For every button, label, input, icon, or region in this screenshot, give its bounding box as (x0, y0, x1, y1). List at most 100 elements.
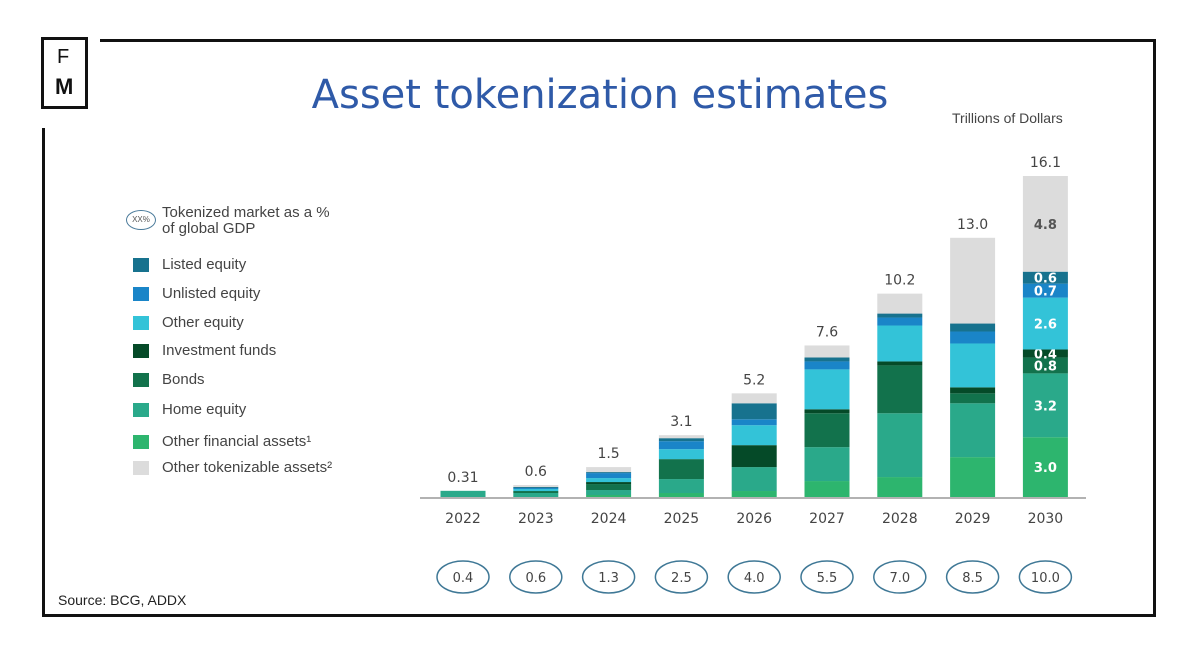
total-label: 10.2 (884, 273, 915, 289)
bar-segment (804, 413, 850, 448)
bar-segment (1022, 176, 1068, 272)
bar-segment (586, 467, 632, 473)
bar-segment (731, 393, 777, 404)
bar-segment (950, 457, 996, 497)
total-label: 1.5 (597, 446, 619, 462)
legend-label: Other equity (162, 314, 244, 331)
gdp-percent-label: 2.5 (671, 571, 692, 586)
bar-segment (804, 357, 850, 362)
bar-segment (877, 313, 923, 318)
x-tick-label: 2030 (1028, 511, 1064, 527)
frame-bottom-border (42, 614, 1156, 617)
bar-segment (731, 425, 777, 446)
bar-segment (1022, 357, 1068, 374)
gdp-percent-label: 10.0 (1031, 571, 1060, 586)
bar-segment (513, 491, 559, 494)
x-tick-label: 2028 (882, 511, 918, 527)
bar-segment (586, 490, 632, 496)
bar-segment (804, 361, 850, 370)
bar-segment (1022, 297, 1068, 350)
bar-segment (950, 323, 996, 332)
total-label: 7.6 (816, 324, 838, 340)
total-label: 0.6 (525, 464, 547, 480)
data-label: 0.7 (1034, 285, 1057, 300)
total-label: 5.2 (743, 372, 765, 388)
bar-segment (658, 459, 704, 480)
data-label: 0.8 (1034, 359, 1057, 374)
bar-segment (731, 419, 777, 426)
legend-gdp-label: Tokenized market as a % of global GDP (162, 205, 402, 237)
data-label: 0.4 (1034, 347, 1057, 362)
legend-label: Home equity (162, 401, 247, 418)
bar-segment (877, 293, 923, 314)
gdp-oval (945, 560, 1000, 594)
data-label: 2.6 (1034, 318, 1057, 333)
frame-left-border (42, 128, 45, 617)
total-label: 3.1 (670, 414, 692, 430)
bar-segment (1022, 437, 1068, 497)
x-tick-label: 2022 (445, 511, 481, 527)
legend-label: Investment funds (162, 342, 277, 359)
legend-swatch (133, 461, 149, 475)
legend-swatch (133, 403, 149, 417)
bar-segment (950, 387, 996, 394)
data-label: 3.2 (1034, 399, 1057, 414)
legend-item: Listed equity (133, 256, 433, 274)
total-label: 0.31 (447, 470, 478, 486)
bar-segment (440, 490, 486, 497)
legend-label: Bonds (162, 371, 205, 388)
bar-segment (950, 403, 996, 458)
x-tick-label: 2024 (591, 511, 627, 527)
bar-segment (877, 361, 923, 366)
chart-title: Asset tokenization estimates (311, 72, 889, 118)
legend-swatch (133, 344, 149, 358)
bar-segment (586, 478, 632, 483)
total-label: 13.0 (957, 217, 988, 233)
bar-segment (586, 482, 632, 485)
gdp-percent-label: 0.6 (525, 571, 546, 586)
source-note: Source: BCG, ADDX (58, 592, 187, 608)
bar-segment (513, 489, 559, 492)
gdp-percent-label: 7.0 (889, 571, 910, 586)
gdp-oval-icon: XX% (126, 210, 156, 230)
bar-segment (513, 493, 559, 497)
bar-segment (804, 345, 850, 358)
legend-item: Unlisted equity (133, 285, 433, 303)
legend-item: Other equity (133, 314, 433, 332)
bar-segment (804, 369, 850, 410)
gdp-percent-label: 1.3 (598, 571, 619, 586)
x-tick-label: 2027 (809, 511, 845, 527)
bar-segment (658, 438, 704, 442)
data-label: 3.0 (1034, 461, 1057, 476)
bar-segment (658, 479, 704, 494)
legend-swatch (133, 435, 149, 449)
gdp-oval (727, 560, 781, 594)
legend-label: Other financial assets¹ (162, 433, 312, 450)
legend-swatch (133, 373, 149, 387)
gdp-oval (1018, 560, 1073, 594)
bar-segment (1022, 271, 1068, 284)
logo-letter-m: M (55, 74, 74, 99)
bar-segment (950, 393, 996, 404)
x-tick-label: 2029 (955, 511, 991, 527)
bar-segment (1022, 283, 1068, 298)
frame-top-border (100, 39, 1156, 42)
legend-item: Home equity (133, 401, 433, 419)
bar-segment (586, 495, 632, 497)
legend-swatch (133, 316, 149, 330)
bar-segment (658, 493, 704, 497)
legend-swatch (133, 258, 149, 272)
x-tick-label: 2026 (736, 511, 772, 527)
bar-segment (877, 477, 923, 497)
bar-segment (658, 435, 704, 439)
gdp-oval (581, 560, 636, 594)
bar-segment (731, 403, 777, 420)
frame-right-border (1153, 39, 1156, 617)
bar-segment (804, 481, 850, 497)
legend-label: Unlisted equity (162, 285, 261, 302)
gdp-percent-label: 4.0 (744, 571, 765, 586)
data-label: 0.6 (1034, 272, 1057, 287)
gdp-oval (800, 560, 854, 594)
bar-segment (513, 487, 559, 489)
